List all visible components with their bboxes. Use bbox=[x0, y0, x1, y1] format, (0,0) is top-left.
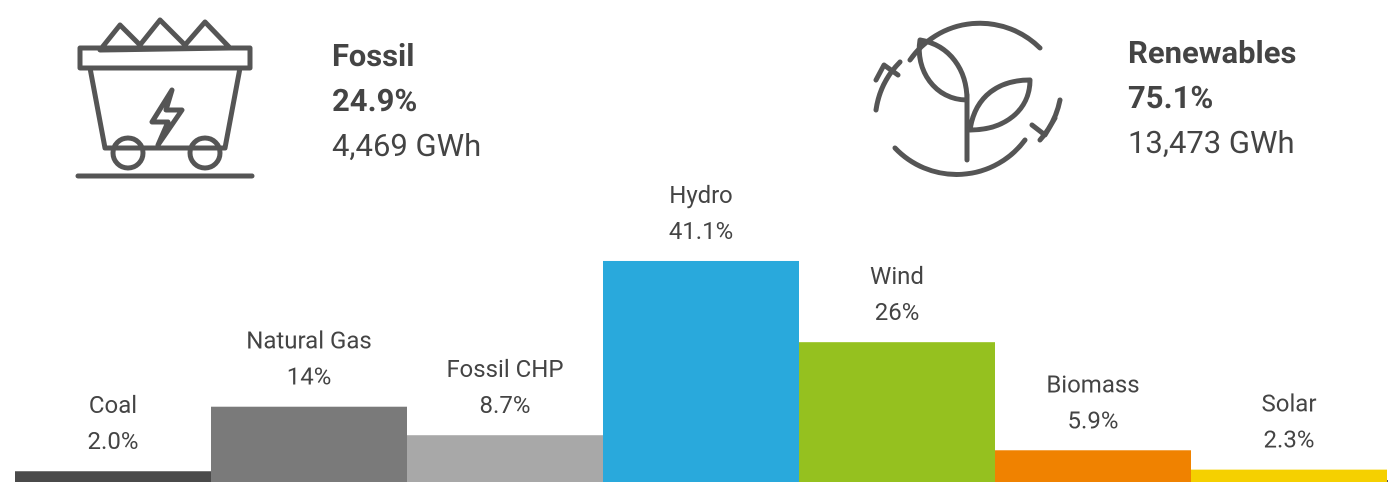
category-label: Natural Gas bbox=[246, 327, 372, 355]
value-label: 2.0% bbox=[88, 427, 139, 455]
category-label: Biomass bbox=[1046, 370, 1139, 398]
bar bbox=[1191, 469, 1387, 482]
value-label: 8.7% bbox=[480, 391, 531, 419]
summary-name: Fossil bbox=[332, 37, 414, 74]
summary-share: 24.9% bbox=[332, 82, 417, 119]
value-label: 26% bbox=[875, 298, 920, 326]
category-label: Wind bbox=[870, 262, 924, 290]
category-label: Fossil CHP bbox=[447, 355, 564, 383]
summary-energy: 4,469 GWh bbox=[332, 127, 481, 164]
bar bbox=[995, 450, 1191, 482]
renewables-icon bbox=[873, 20, 1063, 177]
category-label: Solar bbox=[1262, 390, 1317, 418]
bar bbox=[603, 260, 799, 482]
summary-share: 75.1% bbox=[1128, 79, 1213, 116]
bar bbox=[211, 406, 407, 482]
bar bbox=[407, 435, 603, 482]
value-label: 41.1% bbox=[669, 217, 733, 245]
bar bbox=[15, 471, 211, 482]
category-label: Hydro bbox=[669, 181, 732, 209]
value-label: 14% bbox=[287, 363, 332, 391]
summary-name: Renewables bbox=[1128, 34, 1296, 71]
bar bbox=[799, 342, 995, 482]
mine-cart-icon bbox=[75, 17, 255, 179]
value-label: 5.9% bbox=[1068, 406, 1119, 434]
value-label: 2.3% bbox=[1264, 426, 1315, 454]
category-label: Coal bbox=[89, 391, 137, 419]
summary-energy: 13,473 GWh bbox=[1128, 124, 1295, 161]
